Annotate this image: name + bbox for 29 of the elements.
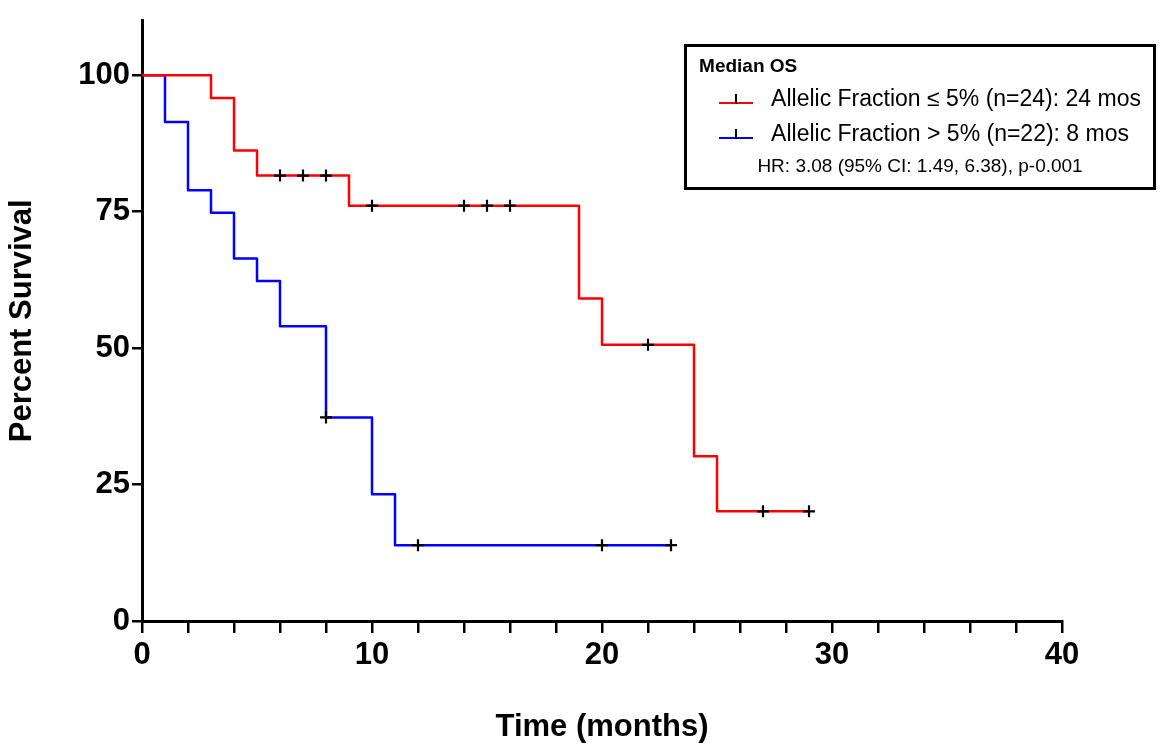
x-tick-label: 30 (814, 636, 850, 672)
y-tick-label: 50 (95, 328, 130, 364)
x-tick-label: 40 (1044, 636, 1080, 672)
legend-title: Median OS (699, 55, 799, 77)
y-tick-label: 75 (95, 192, 130, 228)
point (295, 168, 311, 183)
y-tick-label: 25 (95, 465, 130, 501)
y-axis-title: Percent Survival (3, 199, 39, 443)
y-tick-label: 0 (112, 601, 130, 637)
x-tick-label: 10 (354, 636, 390, 672)
point (318, 410, 334, 425)
legend-label: Allelic Fraction ≤ 5% (n=24): 24 mos (771, 85, 1141, 112)
x-tick-label: 20 (584, 636, 620, 672)
x-axis-title: Time (months) (495, 707, 709, 743)
point (364, 198, 380, 213)
point (640, 337, 656, 352)
point (479, 198, 495, 213)
point (594, 538, 610, 553)
point (663, 538, 679, 553)
point (456, 198, 472, 213)
y-tick-label: 100 (78, 55, 130, 91)
point (318, 168, 334, 183)
point (410, 538, 426, 553)
point (755, 504, 771, 519)
point (272, 168, 288, 183)
annotation: HR: 3.08 (95% CI: 1.49, 6.38), p-0.001 (756, 155, 1084, 177)
legend-label: Allelic Fraction > 5% (n=22): 8 mos (771, 120, 1130, 147)
point (801, 504, 817, 519)
point (502, 198, 518, 213)
